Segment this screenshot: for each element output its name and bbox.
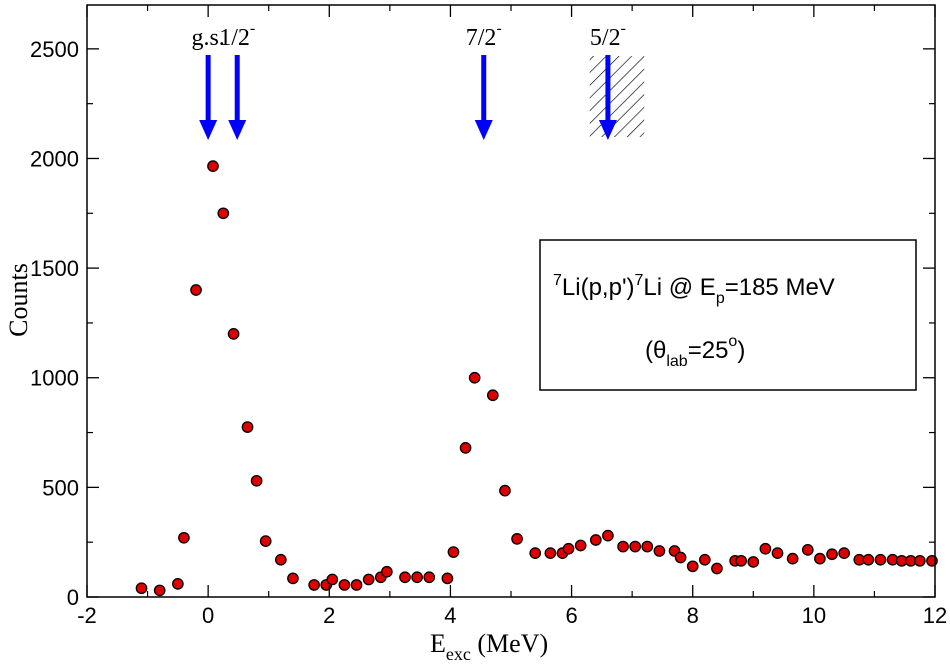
data-point — [338, 579, 351, 591]
data-point — [190, 284, 202, 296]
y-tick-label: 500 — [42, 475, 79, 500]
data-point — [747, 556, 760, 568]
y-tick-label: 2500 — [30, 37, 79, 62]
data-point — [914, 554, 926, 567]
data-point — [411, 571, 423, 584]
legend-box — [539, 239, 917, 391]
data-point — [399, 571, 411, 584]
x-tick-label: 2 — [323, 603, 335, 628]
data-point — [241, 421, 254, 433]
data-point — [562, 542, 575, 555]
data-point — [447, 546, 460, 558]
data-point — [172, 577, 184, 590]
data-point — [698, 553, 711, 566]
data-point — [250, 474, 263, 487]
level-label: 7/2- — [466, 20, 502, 51]
data-point — [274, 553, 287, 566]
data-point — [629, 540, 642, 553]
y-tick-label: 0 — [67, 585, 79, 610]
data-point — [674, 551, 687, 564]
data-point — [826, 548, 838, 561]
data-point — [468, 371, 481, 384]
data-point — [735, 554, 748, 567]
data-point — [287, 572, 299, 585]
data-point — [544, 547, 557, 559]
data-point — [786, 552, 799, 565]
x-tick-label: 4 — [444, 603, 456, 628]
data-point — [499, 484, 511, 497]
data-point — [423, 571, 436, 584]
data-point — [217, 207, 230, 220]
data-point — [653, 545, 666, 557]
x-tick-label: 12 — [923, 603, 947, 628]
x-axis-title: Eexc (MeV) — [430, 629, 548, 664]
x-tick-label: 0 — [202, 603, 214, 628]
data-point — [441, 572, 454, 585]
data-point — [711, 562, 723, 575]
x-tick-label: -2 — [77, 603, 97, 628]
data-point — [771, 547, 784, 559]
data-point — [153, 584, 166, 597]
data-point — [362, 573, 375, 586]
data-point — [380, 565, 393, 578]
data-point — [308, 579, 320, 591]
legend-line-1: 7Li(p,p')7Li @ Ep=185 MeV — [553, 272, 835, 307]
level-label: 5/2- — [590, 20, 626, 51]
data-point — [686, 560, 699, 573]
data-point — [326, 573, 339, 586]
level-arrow-icon — [598, 120, 617, 140]
data-point — [874, 553, 887, 566]
data-point — [602, 529, 614, 542]
data-point — [529, 547, 542, 559]
level-arrow-icon — [228, 120, 247, 140]
data-point — [207, 160, 219, 173]
data-point — [259, 535, 272, 547]
data-point — [135, 582, 148, 595]
data-point — [486, 389, 499, 402]
shaded-uncertainty-region — [589, 56, 645, 137]
data-point — [459, 442, 472, 454]
data-point — [759, 542, 772, 555]
data-point — [350, 579, 363, 591]
data-point — [589, 534, 602, 546]
level-arrow-icon — [474, 120, 493, 140]
legend-line-2: (θlab=25o) — [645, 333, 745, 370]
data-point — [814, 552, 826, 565]
level-label: g.s. — [191, 25, 224, 51]
y-tick-label: 1000 — [30, 366, 79, 391]
level-label: 1/2- — [219, 20, 255, 51]
y-tick-label: 2000 — [30, 146, 79, 171]
data-point — [511, 533, 523, 545]
level-arrow-icon — [199, 120, 218, 140]
x-tick-label: 10 — [802, 603, 826, 628]
data-point — [178, 531, 190, 544]
y-tick-label: 1500 — [30, 256, 79, 281]
data-point — [838, 547, 850, 559]
data-point — [574, 539, 587, 552]
y-axis-title: Counts — [4, 263, 33, 337]
data-point — [227, 328, 240, 340]
data-point — [801, 544, 814, 556]
data-point — [641, 540, 654, 553]
data-point — [617, 540, 629, 553]
x-tick-label: 6 — [565, 603, 577, 628]
x-tick-label: 8 — [687, 603, 699, 628]
data-point — [862, 553, 875, 566]
